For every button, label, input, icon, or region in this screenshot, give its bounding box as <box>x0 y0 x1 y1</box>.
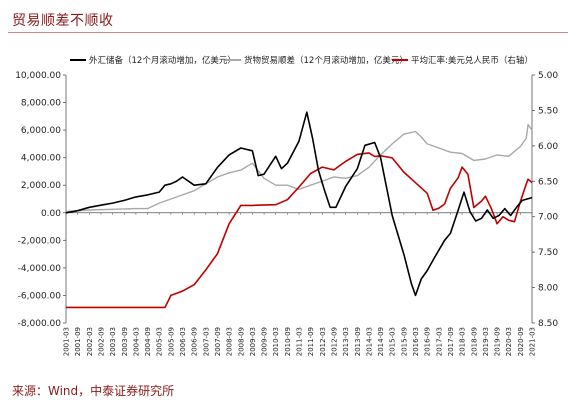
right-tick-label: 8.50 <box>538 319 558 329</box>
x-tick-label: 2004-09 <box>144 327 152 356</box>
legend-label: 平均汇率:美元兑人民币（右轴） <box>411 55 533 66</box>
right-tick-label: 5.50 <box>538 106 558 116</box>
x-tick-label: 2016-03 <box>412 327 420 356</box>
x-tick-label: 2005-03 <box>156 327 164 356</box>
x-tick-label: 2020-03 <box>505 327 513 356</box>
series-line-1 <box>65 111 533 297</box>
x-tick-label: 2015-09 <box>400 327 408 356</box>
x-tick-label: 2018-09 <box>470 327 478 356</box>
x-tick-label: 2008-09 <box>237 327 245 356</box>
x-tick-label: 2012-03 <box>319 327 327 356</box>
series-line-3 <box>66 152 533 309</box>
x-tick-label: 2017-03 <box>435 327 443 356</box>
left-tick-label: 6,000.00 <box>21 126 61 136</box>
chart-axes: 10,000.00 8,000.00 6,000.00 4,000.00 2,000.0… <box>15 71 558 356</box>
x-tick-label: 2014-03 <box>365 327 373 356</box>
source-note: 来源：Wind，中泰证券研究所 <box>12 384 175 398</box>
x-tick-label: 2008-03 <box>226 327 234 356</box>
x-tick-label: 2007-03 <box>202 327 210 356</box>
x-tick-label: 2012-09 <box>330 327 338 356</box>
right-tick-label: 6.50 <box>538 177 558 187</box>
x-tick-label: 2019-03 <box>482 327 490 356</box>
x-tick-label: 2002-09 <box>97 327 105 356</box>
left-tick-label: -8,000.00 <box>18 319 62 329</box>
x-tick-label: 2019-09 <box>494 327 502 356</box>
right-tick-label: 7.50 <box>538 248 558 258</box>
x-tick-label: 2009-03 <box>249 327 257 356</box>
chart-title: 贸易顺差不顺收 <box>12 13 114 29</box>
left-tick-label: 0.00 <box>41 209 61 219</box>
x-tick-label: 2004-03 <box>132 327 140 356</box>
x-tick-label: 2021-03 <box>529 327 537 356</box>
right-tick-label: 6.00 <box>538 142 558 152</box>
left-tick-label: -2,000.00 <box>18 236 62 246</box>
left-tick-label: -6,000.00 <box>18 291 62 301</box>
series-line-2 <box>65 123 533 213</box>
x-tick-label: 2005-09 <box>167 327 175 356</box>
x-tick-label: 2013-03 <box>342 327 350 356</box>
chart-legend: 外汇储备（12个月滚动增加，亿美元） 货物贸易顺差（12个月滚动增加，亿美元） 平均… <box>70 55 533 66</box>
left-tick-label: 2,000.00 <box>21 181 61 191</box>
chart-series <box>65 111 533 309</box>
left-tick-label: -4,000.00 <box>18 264 62 274</box>
x-tick-label: 2001-09 <box>74 327 82 356</box>
x-tick-label: 2006-09 <box>191 327 199 356</box>
left-tick-label: 4,000.00 <box>21 154 61 164</box>
x-tick-label: 2006-03 <box>179 327 187 356</box>
right-tick-label: 7.00 <box>538 213 558 223</box>
x-tick-label: 2014-09 <box>377 327 385 356</box>
right-tick-label: 5.00 <box>538 71 558 81</box>
x-tick-label: 2001-03 <box>63 327 71 356</box>
right-tick-label: 8.00 <box>538 284 558 294</box>
x-tick-label: 2018-03 <box>459 327 467 356</box>
x-tick-label: 2010-03 <box>272 327 280 356</box>
x-tick-label: 2009-09 <box>261 327 269 356</box>
legend-label: 外汇储备（12个月滚动增加，亿美元） <box>89 55 236 66</box>
x-tick-label: 2020-09 <box>517 327 525 356</box>
x-tick-label: 2003-03 <box>109 327 117 356</box>
x-tick-label: 2011-09 <box>307 327 315 356</box>
x-tick-label: 2007-09 <box>214 327 222 356</box>
x-tick-label: 2010-09 <box>284 327 292 356</box>
x-tick-label: 2015-03 <box>389 327 397 356</box>
x-tick-label: 2002-03 <box>86 327 94 356</box>
legend-label: 货物贸易顺差（12个月滚动增加，亿美元） <box>244 55 408 66</box>
left-tick-label: 10,000.00 <box>15 71 61 81</box>
title-divider <box>8 32 568 33</box>
x-tick-label: 2011-03 <box>296 327 304 356</box>
x-tick-label: 2003-09 <box>121 327 129 356</box>
x-tick-label: 2013-09 <box>354 327 362 356</box>
left-tick-label: 8,000.00 <box>21 99 61 109</box>
x-tick-label: 2016-09 <box>424 327 432 356</box>
x-tick-label: 2017-09 <box>447 327 455 356</box>
